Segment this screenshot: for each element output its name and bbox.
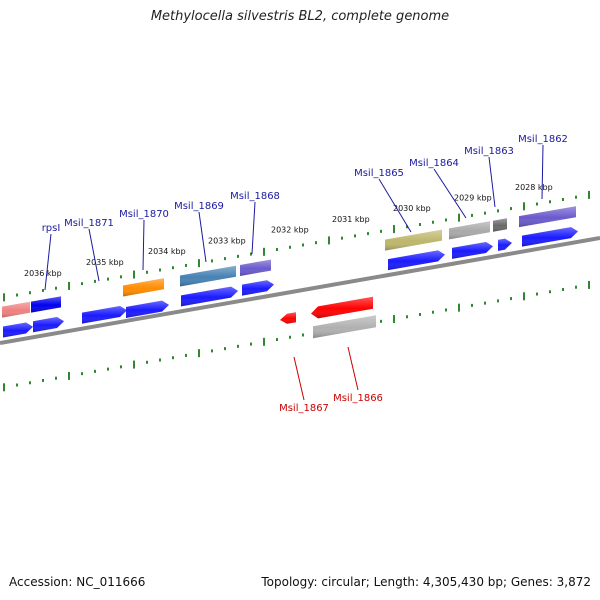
cds-forward[interactable] <box>126 300 169 318</box>
label-leader-line <box>293 356 305 401</box>
label-leader-line <box>44 233 52 291</box>
label-leader-line <box>541 144 544 200</box>
gene-label-msil_1867[interactable]: Msil_1867 <box>279 403 329 414</box>
gene-label-msil_1865[interactable]: Msil_1865 <box>354 168 404 179</box>
kbp-label: 2035 kbp <box>86 258 124 267</box>
gene-msil_1864[interactable] <box>449 221 490 240</box>
kbp-label: 2029 kbp <box>454 194 492 203</box>
gene-labels: rpsI Msil_1871 Msil_1870 Msil_1869 Msil_1868… <box>42 134 568 414</box>
gene-msil_1869[interactable] <box>180 265 236 287</box>
cds-msil_1862[interactable] <box>522 227 578 247</box>
gene-msil_1868[interactable] <box>240 259 271 276</box>
cds-arrows <box>3 227 578 338</box>
gene-label-msil_1871[interactable]: Msil_1871 <box>64 218 114 229</box>
label-leader-line <box>88 228 100 282</box>
gene-msil_1863[interactable] <box>493 218 507 232</box>
page-title: Methylocella silvestris BL2, complete ge… <box>150 9 450 24</box>
genome-backbone <box>0 236 600 345</box>
kbp-label: 2033 kbp <box>208 237 246 246</box>
gene-msil_1870[interactable] <box>123 278 164 297</box>
gene-msil_1866-feature[interactable] <box>313 315 376 339</box>
gene-label-msil_1862[interactable]: Msil_1862 <box>518 134 568 145</box>
label-leader-line <box>433 168 467 219</box>
gene-label-msil_1868[interactable]: Msil_1868 <box>230 191 280 202</box>
gene-msil_1866[interactable] <box>311 296 373 319</box>
gene-features <box>2 206 576 339</box>
gene-label-msil_1869[interactable]: Msil_1869 <box>174 201 224 212</box>
label-leader-line <box>347 346 359 391</box>
kbp-label: 2036 kbp <box>24 269 62 278</box>
gene-msil_1862[interactable] <box>519 206 576 228</box>
gene-label-msil_1864[interactable]: Msil_1864 <box>409 158 459 169</box>
kbp-label: 2031 kbp <box>332 215 370 224</box>
cds-msil_1870[interactable] <box>82 306 127 324</box>
gene-label-msil_1866[interactable]: Msil_1866 <box>333 393 383 404</box>
cds-rpsi[interactable] <box>3 322 33 338</box>
gene-label-msil_1863[interactable]: Msil_1863 <box>464 146 514 157</box>
kbp-label: 2028 kbp <box>515 183 553 192</box>
kbp-label: 2032 kbp <box>271 226 309 235</box>
cds-msil_1871[interactable] <box>33 317 64 333</box>
label-leader-line <box>142 219 145 271</box>
forward-scale-ticks <box>3 190 590 302</box>
gene-rpsi[interactable] <box>2 301 30 318</box>
kbp-label: 2030 kbp <box>393 204 431 213</box>
gene-msil_1871[interactable] <box>31 296 61 313</box>
cds-msil_1869[interactable] <box>181 286 238 307</box>
label-leader-line <box>198 211 207 263</box>
cds-msil_1864[interactable] <box>452 241 493 259</box>
cds-msil_1863[interactable] <box>498 238 512 251</box>
scale-labels: 2036 kbp 2035 kbp 2034 kbp 2033 kbp 2032 kbp… <box>24 183 553 278</box>
gene-msil_1867[interactable] <box>280 312 296 324</box>
gene-label-msil_1870[interactable]: Msil_1870 <box>119 209 169 220</box>
label-leader-line <box>378 178 412 233</box>
accession-text: Accession: NC_011666 <box>9 575 146 589</box>
reverse-scale-ticks <box>3 280 590 392</box>
cds-msil_1865[interactable] <box>388 250 445 271</box>
label-leader-line <box>251 201 256 255</box>
cds-msil_1868[interactable] <box>242 280 274 296</box>
gene-label-rpsi[interactable]: rpsI <box>42 223 61 234</box>
gene-msil_1865[interactable] <box>385 229 442 251</box>
topology-text: Topology: circular; Length: 4,305,430 bp… <box>261 575 591 589</box>
label-leader-line <box>488 156 496 208</box>
kbp-label: 2034 kbp <box>148 247 186 256</box>
